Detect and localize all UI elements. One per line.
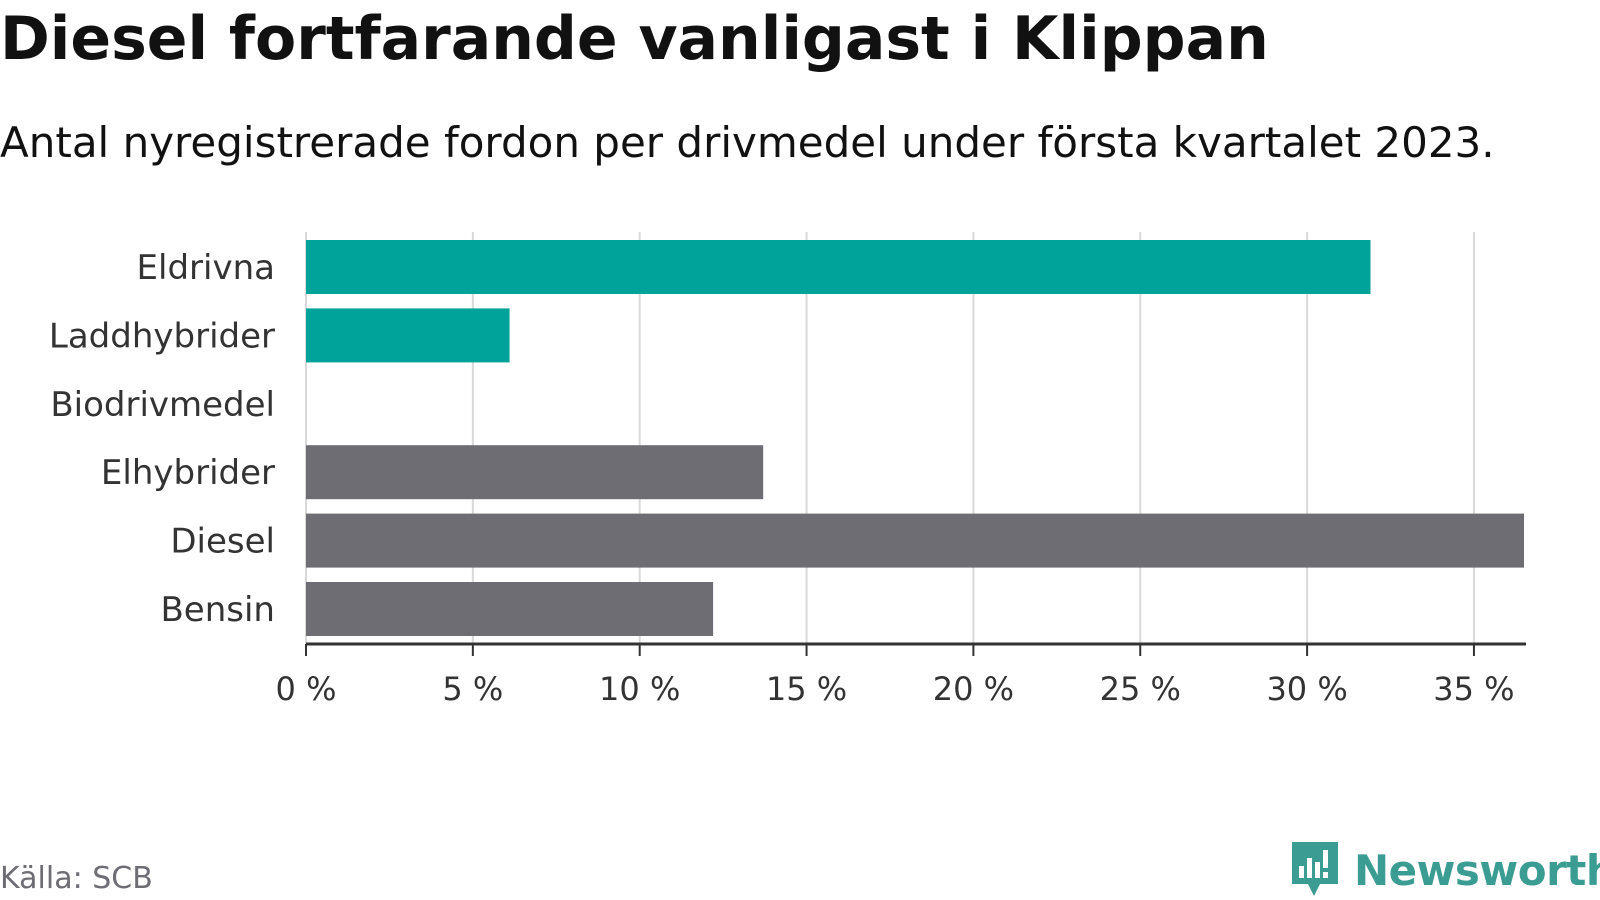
- brand-name: Newsworthy: [1354, 845, 1600, 895]
- bar: [306, 308, 510, 363]
- x-tick-label: 35 %: [1433, 670, 1514, 708]
- newsworthy-logo-icon: [1292, 842, 1338, 896]
- x-tick-label: 10 %: [599, 670, 680, 708]
- x-axis-ticks: 0 % 5 % 10 % 15 % 20 % 25 % 30 % 35 %: [276, 644, 1515, 708]
- bar: [306, 445, 764, 500]
- bar: [306, 240, 1371, 294]
- bars: [306, 240, 1524, 636]
- bar-chart: Eldrivna Laddhybrider Biodrivmedel Elhybrid…: [49, 232, 1526, 708]
- x-tick-label: 30 %: [1266, 670, 1347, 708]
- source-note: Källa: SCB: [0, 861, 153, 896]
- bar: [306, 582, 714, 636]
- x-tick-label: 20 %: [933, 670, 1014, 708]
- chart-title: Diesel fortfarande vanligast i Klippan: [0, 4, 1269, 74]
- x-tick-label: 25 %: [1100, 670, 1181, 708]
- category-label: Bensin: [160, 590, 275, 630]
- grid-lines: [305, 232, 1475, 644]
- category-label: Eldrivna: [137, 248, 275, 288]
- chart-subtitle: Antal nyregistrerade fordon per drivmede…: [0, 118, 1495, 167]
- category-label: Diesel: [170, 522, 275, 562]
- bar: [306, 513, 1524, 568]
- category-labels: Eldrivna Laddhybrider Biodrivmedel Elhybrid…: [49, 248, 275, 630]
- category-label: Laddhybrider: [49, 316, 275, 356]
- x-tick-label: 0 %: [276, 670, 337, 708]
- category-label: Elhybrider: [101, 453, 275, 493]
- category-label: Biodrivmedel: [50, 385, 275, 425]
- x-tick-label: 15 %: [766, 670, 847, 708]
- brand: Newsworthy: [1290, 840, 1600, 900]
- x-tick-label: 5 %: [442, 670, 503, 708]
